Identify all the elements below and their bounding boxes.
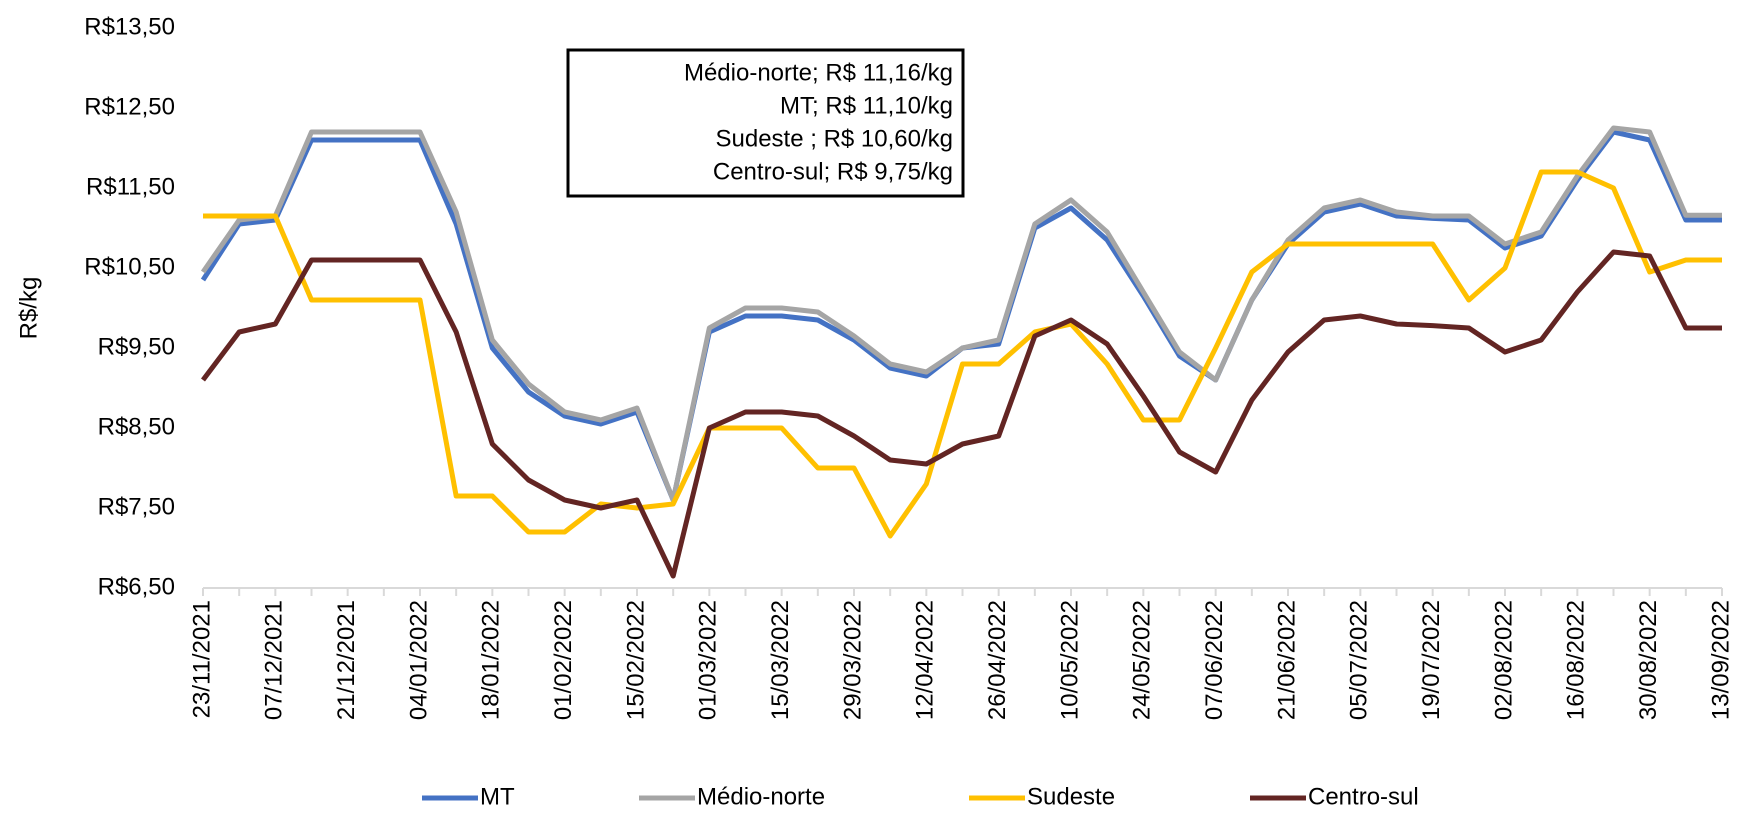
y-tick-label: R$13,50 <box>84 13 175 40</box>
legend-label: Centro-sul <box>1308 783 1419 810</box>
x-tick-label: 19/07/2022 <box>1418 600 1445 720</box>
x-tick-label: 26/04/2022 <box>984 600 1011 720</box>
y-axis-label: R$/kg <box>15 277 42 340</box>
y-tick-label: R$7,50 <box>98 493 175 520</box>
x-tick-label: 01/02/2022 <box>550 600 577 720</box>
x-tick-label: 07/06/2022 <box>1201 600 1228 720</box>
x-tick-label: 07/12/2021 <box>261 600 288 720</box>
legend-label: Sudeste <box>1027 783 1115 810</box>
annotation-box <box>566 48 965 198</box>
y-tick-label: R$12,50 <box>84 93 175 120</box>
line-series <box>200 125 1722 503</box>
x-tick-label: 12/04/2022 <box>912 600 939 720</box>
annotation-text: Sudeste ; R$ 10,60/kg <box>716 125 954 152</box>
x-tick-label: 23/11/2021 <box>188 600 215 718</box>
x-tick-label: 16/08/2022 <box>1563 600 1590 720</box>
annotation-text: Centro-sul; R$ 9,75/kg <box>713 158 953 185</box>
x-tick-label: 01/03/2022 <box>695 600 722 720</box>
x-tick-label: 02/08/2022 <box>1490 600 1517 720</box>
line-series <box>203 169 1722 539</box>
x-tick-label: 04/01/2022 <box>405 600 432 720</box>
x-tick-label: 05/07/2022 <box>1346 600 1373 720</box>
x-tick-label: 30/08/2022 <box>1635 600 1662 720</box>
x-tick-label: 15/03/2022 <box>767 600 794 720</box>
y-tick-label: R$10,50 <box>84 253 175 280</box>
x-tick-label: 10/05/2022 <box>1056 600 1083 720</box>
y-tick-label: R$8,50 <box>98 413 175 440</box>
annotation-text: Médio-norte; R$ 11,16/kg <box>684 59 953 86</box>
x-tick-label: 24/05/2022 <box>1129 600 1156 720</box>
x-tick-label: 21/12/2021 <box>333 600 360 720</box>
y-tick-label: R$11,50 <box>86 173 175 200</box>
y-tick-label: R$9,50 <box>98 333 175 360</box>
y-tick-label: R$6,50 <box>98 573 175 600</box>
legend-label: Médio-norte <box>697 783 825 810</box>
line-series <box>201 249 1722 579</box>
annotation-text: MT; R$ 11,10/kg <box>780 92 953 119</box>
x-tick-label: 21/06/2022 <box>1273 600 1300 720</box>
x-tick-label: 18/01/2022 <box>478 600 505 720</box>
x-tick-label: 29/03/2022 <box>839 600 866 720</box>
legend-label: MT <box>480 783 515 810</box>
x-tick-label: 15/02/2022 <box>622 600 649 720</box>
x-tick-label: 13/09/2022 <box>1707 600 1734 720</box>
